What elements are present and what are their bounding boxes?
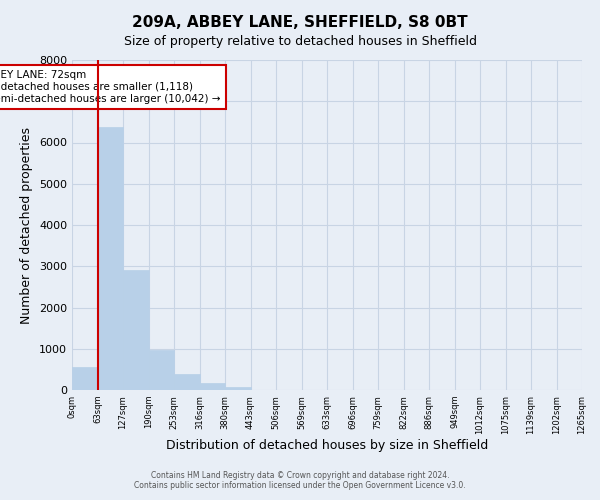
Bar	[199, 383, 225, 390]
Text: Contains HM Land Registry data © Crown copyright and database right 2024.
Contai: Contains HM Land Registry data © Crown c…	[134, 470, 466, 490]
Bar	[225, 386, 251, 390]
Bar	[97, 127, 123, 390]
Bar	[149, 350, 174, 390]
Bar	[72, 368, 97, 390]
Bar	[123, 270, 149, 390]
Y-axis label: Number of detached properties: Number of detached properties	[20, 126, 34, 324]
Bar	[174, 374, 199, 390]
Text: Size of property relative to detached houses in Sheffield: Size of property relative to detached ho…	[124, 35, 476, 48]
Text: 209A, ABBEY LANE, SHEFFIELD, S8 0BT: 209A, ABBEY LANE, SHEFFIELD, S8 0BT	[132, 15, 468, 30]
Text: 209A ABBEY LANE: 72sqm
← 10% of detached houses are smaller (1,118)
89% of semi-: 209A ABBEY LANE: 72sqm ← 10% of detached…	[0, 70, 221, 104]
X-axis label: Distribution of detached houses by size in Sheffield: Distribution of detached houses by size …	[166, 440, 488, 452]
